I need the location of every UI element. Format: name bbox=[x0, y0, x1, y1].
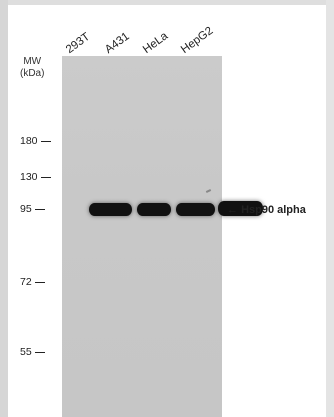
target-annotation: ← Hsp90 alpha bbox=[227, 204, 306, 216]
marker-72: 72 bbox=[20, 276, 45, 288]
band-lane-1 bbox=[89, 203, 132, 216]
marker-tick bbox=[34, 281, 45, 283]
frame-left-border bbox=[0, 0, 8, 417]
mw-header: MW (kDa) bbox=[20, 56, 44, 80]
band-lane-3 bbox=[176, 203, 215, 216]
marker-180-label: 180 bbox=[20, 135, 38, 147]
band-lane-2 bbox=[137, 203, 171, 216]
band-lane-4 bbox=[218, 201, 263, 216]
frame-right-border bbox=[326, 0, 334, 417]
marker-95: 95 bbox=[20, 203, 45, 215]
lane-label-3: HeLa bbox=[140, 30, 171, 56]
frame-top-border bbox=[0, 0, 334, 5]
marker-130-label: 130 bbox=[20, 171, 38, 183]
blot-membrane bbox=[62, 56, 222, 417]
lane-label-1: 293T bbox=[63, 30, 93, 56]
marker-tick bbox=[34, 208, 45, 210]
marker-tick bbox=[40, 176, 51, 178]
target-label: Hsp90 alpha bbox=[241, 204, 306, 216]
lane-label-4: HepG2 bbox=[178, 24, 216, 56]
left-arrow-icon: ← bbox=[227, 204, 238, 216]
marker-180: 180 bbox=[20, 135, 51, 147]
marker-95-label: 95 bbox=[20, 203, 32, 215]
marker-72-label: 72 bbox=[20, 276, 32, 288]
marker-130: 130 bbox=[20, 171, 51, 183]
marker-55: 55 bbox=[20, 346, 45, 358]
mw-header-line-1: MW bbox=[23, 56, 42, 67]
marker-tick bbox=[40, 140, 51, 142]
mw-header-line-2: (kDa) bbox=[20, 68, 45, 79]
lane-label-2: A431 bbox=[102, 30, 132, 56]
marker-55-label: 55 bbox=[20, 346, 32, 358]
marker-tick bbox=[34, 351, 45, 353]
